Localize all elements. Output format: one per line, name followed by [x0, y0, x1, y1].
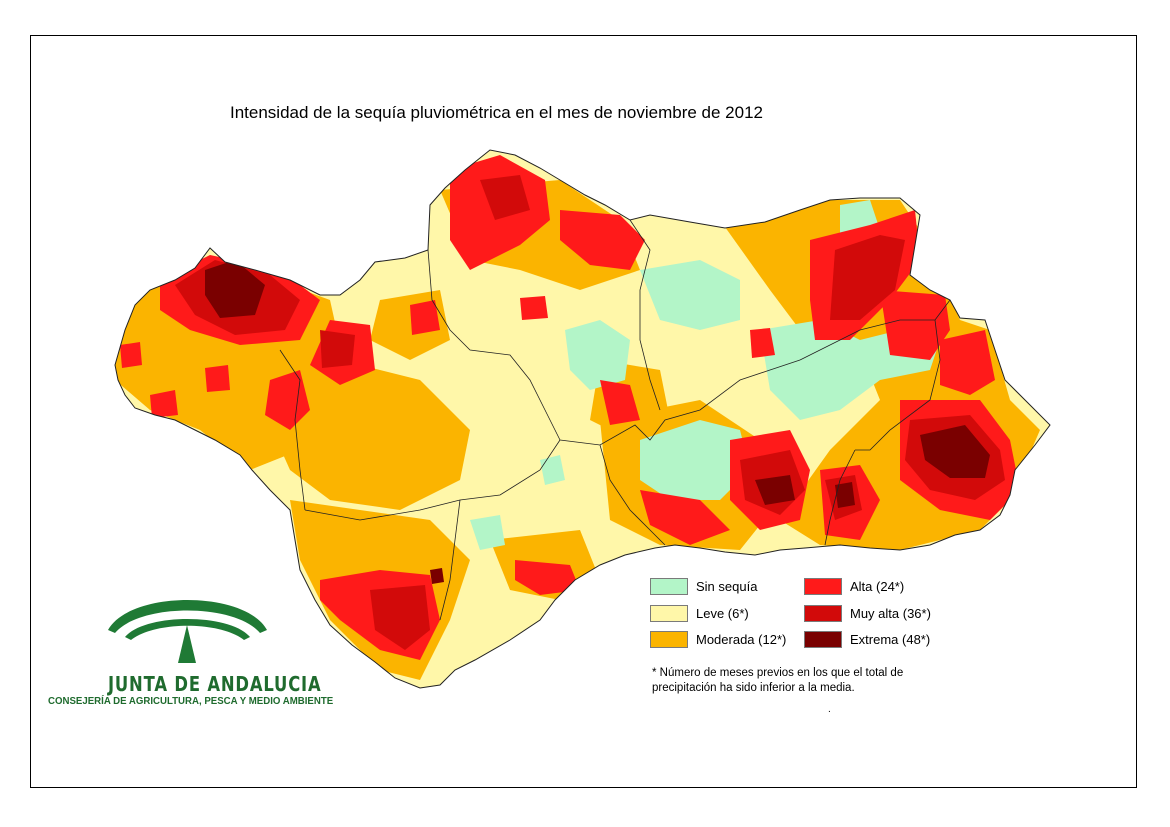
legend-label: Extrema (48*)	[850, 632, 931, 647]
province-borders	[279, 219, 951, 621]
legend-item-sin-sequia: Sin sequía	[650, 578, 757, 595]
legend-swatch	[650, 631, 688, 648]
legend-item-alta: Alta (24*)	[804, 578, 904, 595]
junta-andalucia-logo-icon	[108, 600, 267, 663]
legend-note: * Número de meses previos en los que el …	[652, 667, 904, 694]
organization-name: JUNTA DE ANDALUCIA	[108, 672, 322, 696]
legend-item-extrema: Extrema (48*)	[804, 631, 930, 648]
legend-swatch	[650, 578, 688, 595]
legend-item-moderada: Moderada (12*)	[650, 631, 786, 648]
legend-item-leve: Leve (6*)	[650, 605, 749, 622]
legend-swatch	[804, 631, 842, 648]
legend: Sin sequía Leve (6*) Moderada (12*) Alta…	[650, 578, 970, 648]
legend-label: Sin sequía	[696, 579, 758, 594]
andalucia-outline	[114, 149, 1051, 689]
map-frame	[30, 35, 1137, 788]
organization-department: CONSEJERÍA DE AGRICULTURA, PESCA Y MEDIO…	[48, 695, 334, 707]
map-title: Intensidad de la sequía pluviométrica en…	[230, 103, 764, 122]
legend-label: Alta (24*)	[850, 579, 905, 594]
legend-label: Muy alta (36*)	[850, 606, 931, 621]
extrema-areas	[205, 260, 990, 584]
legend-item-muy-alta: Muy alta (36*)	[804, 605, 931, 622]
legend-swatch	[650, 605, 688, 622]
legend-label: Moderada (12*)	[696, 632, 787, 647]
legend-label: Leve (6*)	[696, 606, 749, 621]
legend-swatch	[804, 605, 842, 622]
legend-swatch	[804, 578, 842, 595]
stray-dot: .	[828, 704, 831, 715]
